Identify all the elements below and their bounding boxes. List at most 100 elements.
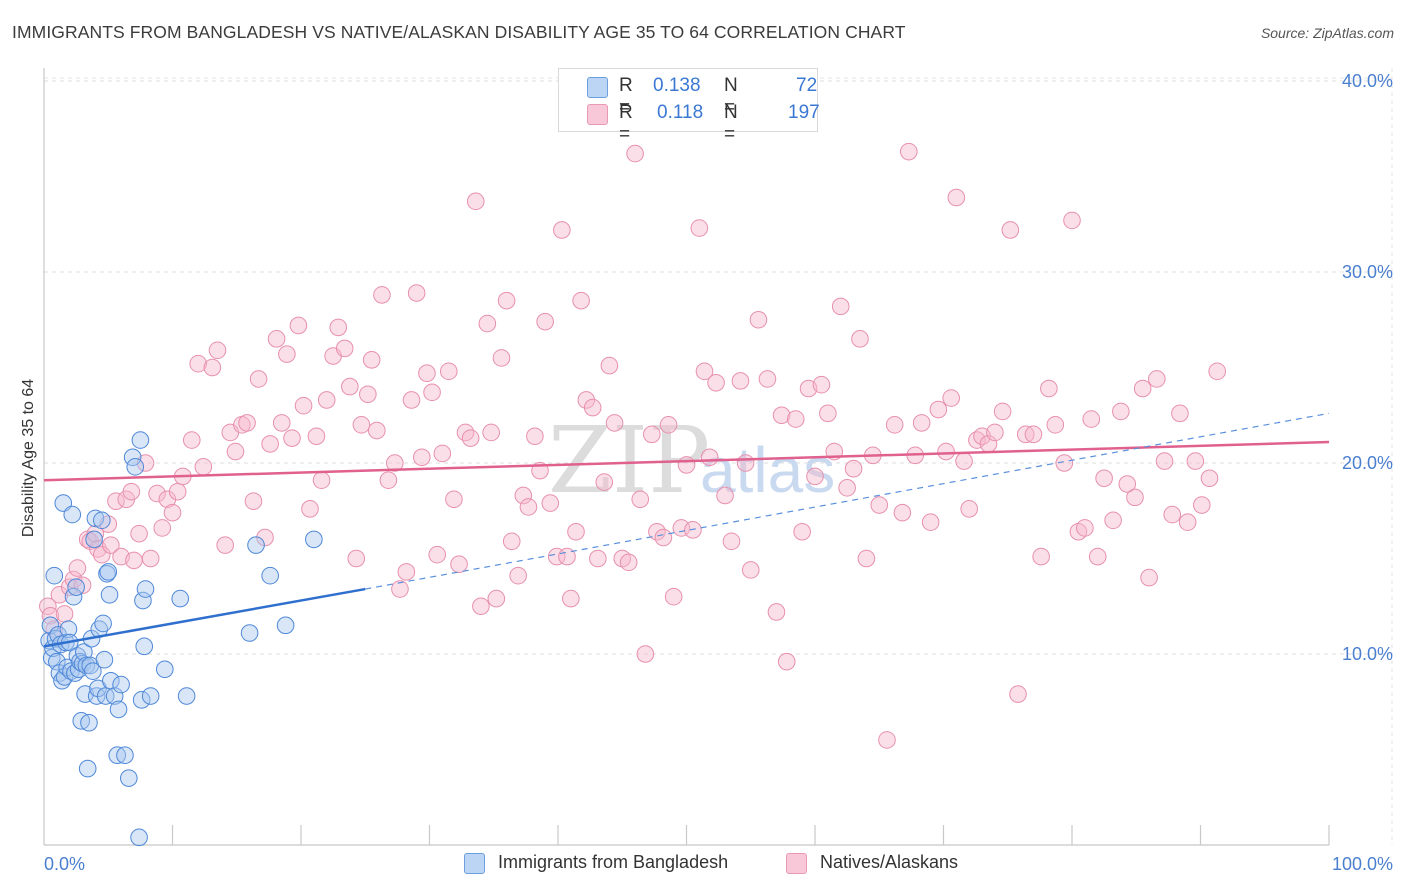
- point-bangladesh: [135, 637, 154, 656]
- point-bangladesh: [177, 687, 196, 705]
- watermark-atlas: atlas: [700, 434, 835, 506]
- point-natives: [502, 532, 521, 551]
- legend-swatch-blue: [587, 77, 608, 98]
- point-bangladesh: [126, 458, 145, 476]
- point-natives: [831, 297, 850, 316]
- point-natives: [391, 580, 409, 598]
- point-natives: [272, 414, 291, 432]
- point-natives: [583, 398, 602, 417]
- point-bangladesh: [108, 746, 127, 765]
- point-natives: [677, 456, 696, 474]
- point-natives: [368, 421, 386, 440]
- point-natives: [163, 503, 182, 522]
- point-natives: [1133, 379, 1152, 398]
- trend-line-bangladesh-extrapolated: [365, 412, 1330, 590]
- point-natives: [407, 284, 426, 302]
- point-natives: [605, 414, 624, 432]
- point-natives: [731, 372, 750, 390]
- point-natives: [509, 566, 527, 585]
- point-natives: [153, 519, 172, 537]
- point-bangladesh: [93, 511, 111, 530]
- point-natives: [716, 486, 734, 505]
- point-natives: [664, 587, 683, 606]
- point-natives: [1155, 452, 1174, 470]
- point-natives: [1032, 547, 1050, 566]
- point-natives: [851, 330, 869, 348]
- point-natives: [567, 522, 585, 541]
- r-label: R =: [619, 75, 633, 118]
- point-bangladesh: [130, 828, 148, 847]
- point-bangladesh: [116, 746, 134, 765]
- source-credit: Source: ZipAtlas.com: [1260, 25, 1394, 41]
- point-bangladesh: [131, 431, 150, 449]
- stats-legend: R = 0.138 N = 72 R = 0.118 N = 197: [558, 68, 820, 145]
- r-value: 0.118: [657, 102, 704, 123]
- point-natives: [942, 389, 961, 407]
- point-bangladesh: [247, 536, 265, 554]
- point-natives: [386, 454, 404, 472]
- point-natives: [497, 291, 516, 310]
- point-natives: [636, 645, 655, 663]
- point-natives: [244, 492, 263, 511]
- point-natives: [619, 553, 638, 572]
- point-natives: [1024, 425, 1043, 444]
- point-natives: [182, 431, 201, 449]
- point-natives: [1192, 496, 1211, 514]
- point-natives: [1104, 511, 1122, 530]
- point-natives: [921, 513, 940, 532]
- point-natives: [722, 532, 741, 551]
- point-natives: [900, 142, 918, 161]
- point-natives: [148, 484, 166, 503]
- point-natives: [194, 458, 213, 476]
- point-bangladesh: [85, 530, 103, 549]
- point-bangladesh: [76, 685, 94, 703]
- point-natives: [1046, 416, 1065, 434]
- point-bangladesh: [276, 616, 295, 635]
- point-natives: [478, 314, 497, 333]
- point-natives: [347, 549, 366, 568]
- point-natives: [812, 375, 831, 394]
- point-bangladesh: [171, 589, 190, 608]
- point-natives: [433, 444, 452, 463]
- point-bangladesh: [155, 660, 174, 679]
- point-bangladesh: [109, 700, 128, 719]
- point-natives: [741, 561, 760, 579]
- point-natives: [1076, 519, 1094, 537]
- point-natives: [553, 221, 571, 239]
- point-natives: [1082, 410, 1101, 428]
- point-bangladesh: [99, 563, 118, 581]
- point-natives: [572, 291, 590, 310]
- legend-swatch-blue: [464, 853, 485, 874]
- axes: [43, 68, 1330, 846]
- point-natives: [1140, 568, 1158, 587]
- point-natives: [122, 482, 141, 501]
- point-natives: [256, 528, 274, 547]
- point-natives: [1009, 685, 1027, 703]
- point-natives: [130, 524, 148, 543]
- point-bangladesh: [78, 759, 97, 778]
- point-natives: [736, 454, 755, 472]
- point-natives: [1063, 211, 1081, 230]
- point-natives: [301, 500, 319, 518]
- point-natives: [472, 597, 490, 616]
- point-natives: [541, 494, 560, 512]
- point-natives: [267, 330, 286, 348]
- point-bangladesh: [141, 687, 160, 705]
- point-natives: [216, 536, 234, 554]
- point-natives: [329, 318, 348, 337]
- point-natives: [466, 192, 485, 211]
- point-natives: [1200, 469, 1219, 488]
- point-natives: [600, 356, 619, 375]
- chart-title: IMMIGRANTS FROM BANGLADESH VS NATIVE/ALA…: [12, 22, 906, 42]
- point-natives: [819, 404, 837, 423]
- point-bangladesh: [67, 578, 85, 596]
- point-natives: [654, 528, 673, 547]
- point-bangladesh: [136, 580, 155, 598]
- point-bangladesh: [112, 675, 130, 694]
- point-natives: [707, 373, 725, 392]
- point-natives: [456, 423, 475, 442]
- point-natives: [643, 425, 661, 444]
- point-natives: [312, 471, 331, 489]
- point-natives: [352, 416, 371, 434]
- point-natives: [373, 286, 391, 304]
